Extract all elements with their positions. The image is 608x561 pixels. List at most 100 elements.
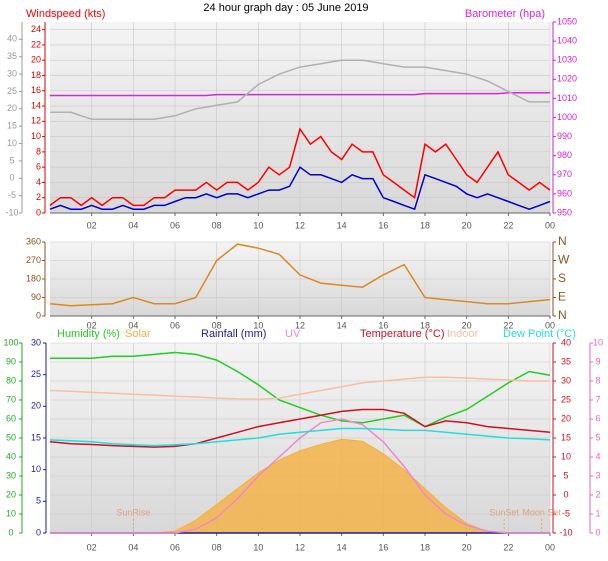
x-tick-label: 08 [212,220,222,230]
y-tick-label: 360 [26,236,41,246]
y-tick-label: 5 [36,496,41,506]
y-tick-label: 22 [31,39,41,49]
y-tick-label: 8 [595,375,600,385]
x-tick-label: 22 [503,542,513,552]
y-tick-label: 20 [31,401,41,411]
annotation: SunSet [489,507,519,517]
line [49,376,550,400]
x-tick-label: 12 [295,542,305,552]
legend-label: Windspeed (kts) [26,8,105,20]
y-tick-label: 5 [595,432,600,442]
y-tick-label: 1040 [557,35,577,45]
x-tick-label: 20 [462,320,472,330]
line [49,408,551,448]
y-tick-label: 0 [36,527,41,537]
y-tick-label: 90 [6,356,16,366]
y-tick-label: 1010 [557,93,577,103]
line [49,127,551,207]
y-tick-label: 10 [7,138,17,148]
x-tick-label: 14 [337,320,347,330]
y-tick-label: 10 [593,337,603,347]
y-tick-label: 0 [36,207,41,217]
y-tick-label: 35 [561,356,571,366]
y-tick-label: 35 [7,51,17,61]
y-tick-label: 6 [36,162,41,172]
x-tick-label: 04 [128,542,138,552]
x-tick-label: 00 [545,320,555,330]
line [50,59,550,120]
y-tick-label: 990 [557,131,572,141]
legend-label: Temperature (°C) [360,328,444,340]
y-tick-label: N [558,234,567,248]
chart-title: 24 hour graph day : 05 June 2019 [203,2,368,14]
legend-label: Rainfall (mm) [201,328,266,340]
y-tick-label: 25 [31,369,41,379]
y-tick-label: 50 [6,432,16,442]
y-tick-label: 18 [31,70,41,80]
legend-label: UV [285,328,301,340]
x-tick-label: 12 [295,320,305,330]
y-tick-label: 24 [31,24,41,34]
x-tick-label: 08 [212,542,222,552]
y-tick-label: 0 [8,527,13,537]
y-tick-label: 1020 [557,74,577,84]
x-tick-label: 02 [87,542,97,552]
y-tick-label: 3 [595,470,600,480]
y-tick-label: 5 [563,470,568,480]
y-tick-label: 90 [31,292,41,302]
x-tick-label: 02 [87,320,97,330]
y-tick-label: 60 [6,413,16,423]
y-tick-label: 40 [6,451,16,461]
y-tick-label: 2 [36,192,41,202]
x-tick-label: 22 [503,220,513,230]
line [49,166,551,211]
y-tick-label: W [558,253,570,267]
x-tick-label: 06 [170,320,180,330]
y-tick-label: 10 [31,464,41,474]
y-tick-label: 0 [595,527,600,537]
legend-label: Dew Point (°C) [503,328,576,340]
x-tick-label: 14 [337,542,347,552]
y-tick-label: -10 [559,527,572,537]
y-tick-label: -5 [8,190,16,200]
y-tick-label: 10 [561,451,571,461]
x-tick-label: 08 [212,320,222,330]
line [50,351,551,428]
y-tick-label: 10 [6,508,16,518]
y-tick-label: 30 [31,337,41,347]
y-tick-label: 30 [7,68,17,78]
y-tick-label: 180 [26,273,41,283]
y-tick-label: 7 [595,394,600,404]
line [49,427,551,447]
y-tick-label: N [558,308,567,322]
y-tick-label: 20 [31,55,41,65]
y-tick-label: 30 [561,375,571,385]
x-tick-label: 22 [503,320,513,330]
y-tick-label: 14 [31,100,41,110]
x-tick-label: 10 [253,220,263,230]
line [50,91,550,97]
y-tick-label: 1050 [557,16,577,26]
y-tick-label: 0 [563,489,568,499]
legend-label: Barometer (hpa) [465,8,545,20]
y-tick-label: 1000 [557,112,577,122]
y-tick-label: 970 [557,169,572,179]
y-tick-label: -5 [562,508,570,518]
y-tick-label: 0 [9,173,14,183]
y-tick-label: 4 [36,177,41,187]
x-tick-label: 04 [128,220,138,230]
y-tick-label: 270 [26,255,41,265]
y-tick-label: 40 [561,337,571,347]
y-tick-label: 25 [7,86,17,96]
y-tick-label: 1030 [557,55,577,65]
y-tick-label: 950 [557,207,572,217]
y-tick-label: 40 [7,34,17,44]
y-tick-label: 10 [31,131,41,141]
y-tick-label: 15 [31,432,41,442]
x-tick-label: 16 [378,320,388,330]
legend-label: Indoor [447,328,479,340]
y-tick-label: -10 [5,207,18,217]
y-tick-label: 25 [561,394,571,404]
y-tick-label: 0 [36,310,41,320]
